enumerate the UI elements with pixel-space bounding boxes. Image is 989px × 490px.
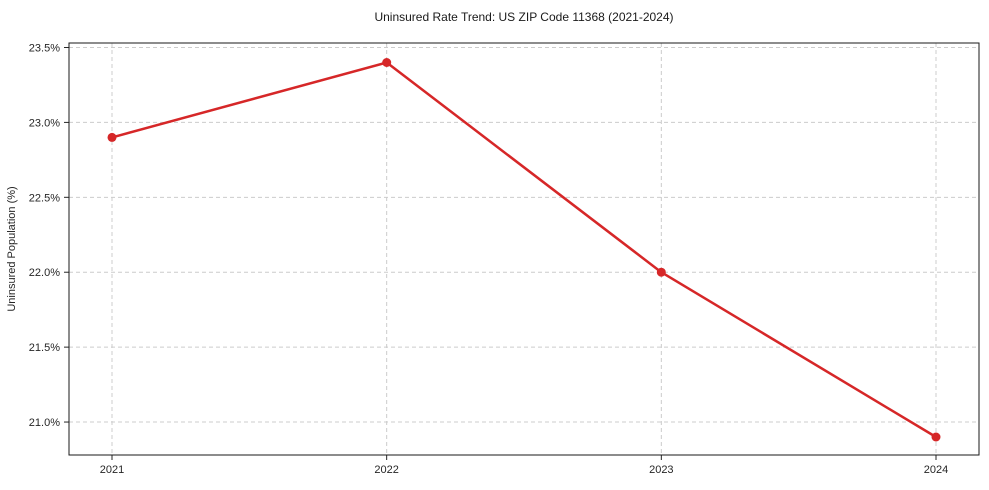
y-tick-label: 23.5% <box>29 42 60 54</box>
axis-tick-labels: 21.0% 21.5% 22.0% 22.5% 23.0% 23.5% 2021 2022 20… <box>29 42 948 476</box>
data-point-2024 <box>931 432 941 442</box>
x-tick-label: 2023 <box>649 464 673 476</box>
data-point-2021 <box>107 132 117 142</box>
data-point-2022 <box>382 58 392 67</box>
x-tick-label: 2022 <box>374 464 398 476</box>
plot-border <box>68 42 980 456</box>
y-tick-label: 23.0% <box>29 117 60 129</box>
y-tick-label: 21.5% <box>29 342 60 354</box>
data-points <box>107 58 941 442</box>
y-tick-label: 22.0% <box>29 267 60 279</box>
x-tick-label: 2021 <box>100 464 124 476</box>
chart-title: Uninsured Rate Trend: US ZIP Code 11368 … <box>374 10 673 24</box>
y-tick-label: 22.5% <box>29 192 60 204</box>
x-tick-label: 2024 <box>924 464 948 476</box>
axis-tick-marks <box>64 46 937 460</box>
y-tick-label: 21.0% <box>29 417 60 429</box>
data-point-2023 <box>656 267 666 277</box>
grid-lines <box>69 43 979 455</box>
y-axis-label: Uninsured Population (%) <box>6 186 18 311</box>
trend-line <box>110 61 938 439</box>
